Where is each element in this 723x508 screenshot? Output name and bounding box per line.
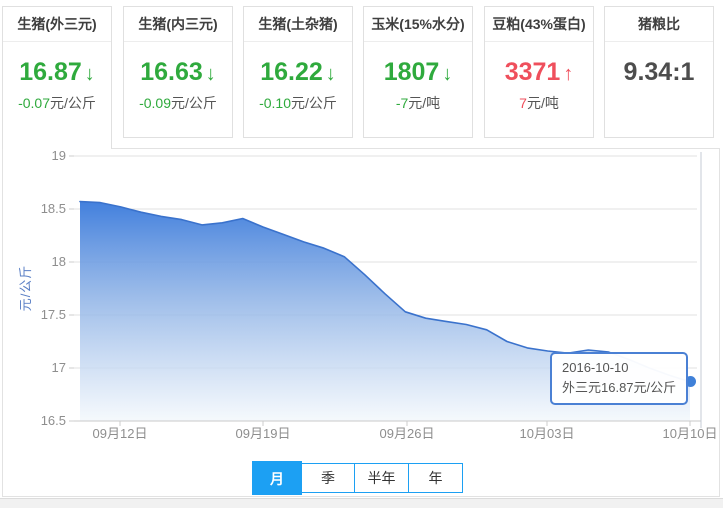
price-card-corn[interactable]: 玉米(15%水分) 1807 ↓ -7元/吨 (363, 6, 473, 138)
y-axis-tick-label: 19 (51, 148, 66, 163)
tab-year[interactable]: 年 (408, 463, 463, 493)
card-value: 16.22 ↓ (260, 58, 336, 86)
chart-area-series (79, 200, 691, 421)
price-card-crossbred-pig[interactable]: 生猪(土杂猪) 16.22 ↓ -0.10元/公斤 (243, 6, 353, 138)
x-axis-tick-label: 10月10日 (662, 426, 718, 441)
card-value: 16.87 ↓ (19, 58, 95, 86)
x-axis-tick-label: 09月12日 (92, 426, 148, 441)
price-card-pig-grain-ratio[interactable]: 猪粮比 9.34:1 (604, 6, 714, 138)
down-arrow-icon: ↓ (84, 63, 95, 85)
chart-axis (69, 152, 702, 428)
card-change: -0.07元/公斤 (18, 95, 96, 111)
card-change: -7元/吨 (395, 95, 441, 111)
tooltip-date: 2016-10-10 (562, 360, 629, 375)
y-axis-tick-label: 18 (51, 254, 66, 269)
card-title: 猪粮比 (605, 7, 713, 42)
down-arrow-icon: ↓ (325, 63, 336, 85)
price-card-external-three-way[interactable]: 生猪(外三元) 16.87 ↓ -0.07元/公斤 (2, 6, 112, 149)
card-value: 1807 ↓ (383, 58, 453, 86)
x-axis-tick-label: 10月03日 (519, 426, 575, 441)
card-value: 3371 ↑ (504, 58, 574, 86)
down-arrow-icon: ↓ (442, 63, 453, 85)
card-title: 生猪(土杂猪) (244, 7, 352, 42)
tab-quarter[interactable]: 季 (301, 463, 355, 493)
card-change: -0.09元/公斤 (139, 95, 217, 111)
price-card-internal-three-way[interactable]: 生猪(内三元) 16.63 ↓ -0.09元/公斤 (123, 6, 233, 138)
last-point-marker (684, 376, 696, 388)
page-bottom-strip (0, 498, 723, 508)
tab-half-year[interactable]: 半年 (354, 463, 409, 493)
period-tab-bar: 月 季 半年 年 (252, 459, 463, 497)
tooltip-value: 外三元16.87元/公斤 (562, 380, 677, 396)
y-axis-tick-label: 17 (51, 360, 66, 375)
card-change: 7元/吨 (519, 95, 559, 111)
card-change: -0.10元/公斤 (259, 95, 337, 111)
card-title: 生猪(外三元) (3, 7, 111, 42)
y-axis-tick-label: 17.5 (40, 307, 66, 322)
x-axis-tick-label: 09月26日 (379, 426, 435, 441)
tab-month[interactable]: 月 (252, 461, 302, 495)
card-title: 豆粕(43%蛋白) (485, 7, 593, 42)
y-axis-tick-label: 16.5 (40, 413, 66, 428)
chart-tooltip: 2016-10-10 外三元16.87元/公斤 (550, 352, 689, 406)
x-axis-tick-label: 09月19日 (235, 426, 291, 441)
price-card-soybean-meal[interactable]: 豆粕(43%蛋白) 3371 ↑ 7元/吨 (484, 6, 594, 138)
y-axis-tick-label: 18.5 (40, 201, 66, 216)
down-arrow-icon: ↓ (205, 63, 216, 85)
up-arrow-icon: ↑ (563, 63, 574, 85)
card-title: 生猪(内三元) (124, 7, 232, 42)
card-value: 9.34:1 (623, 58, 695, 86)
card-value: 16.63 ↓ (140, 58, 216, 86)
card-title: 玉米(15%水分) (364, 7, 472, 42)
